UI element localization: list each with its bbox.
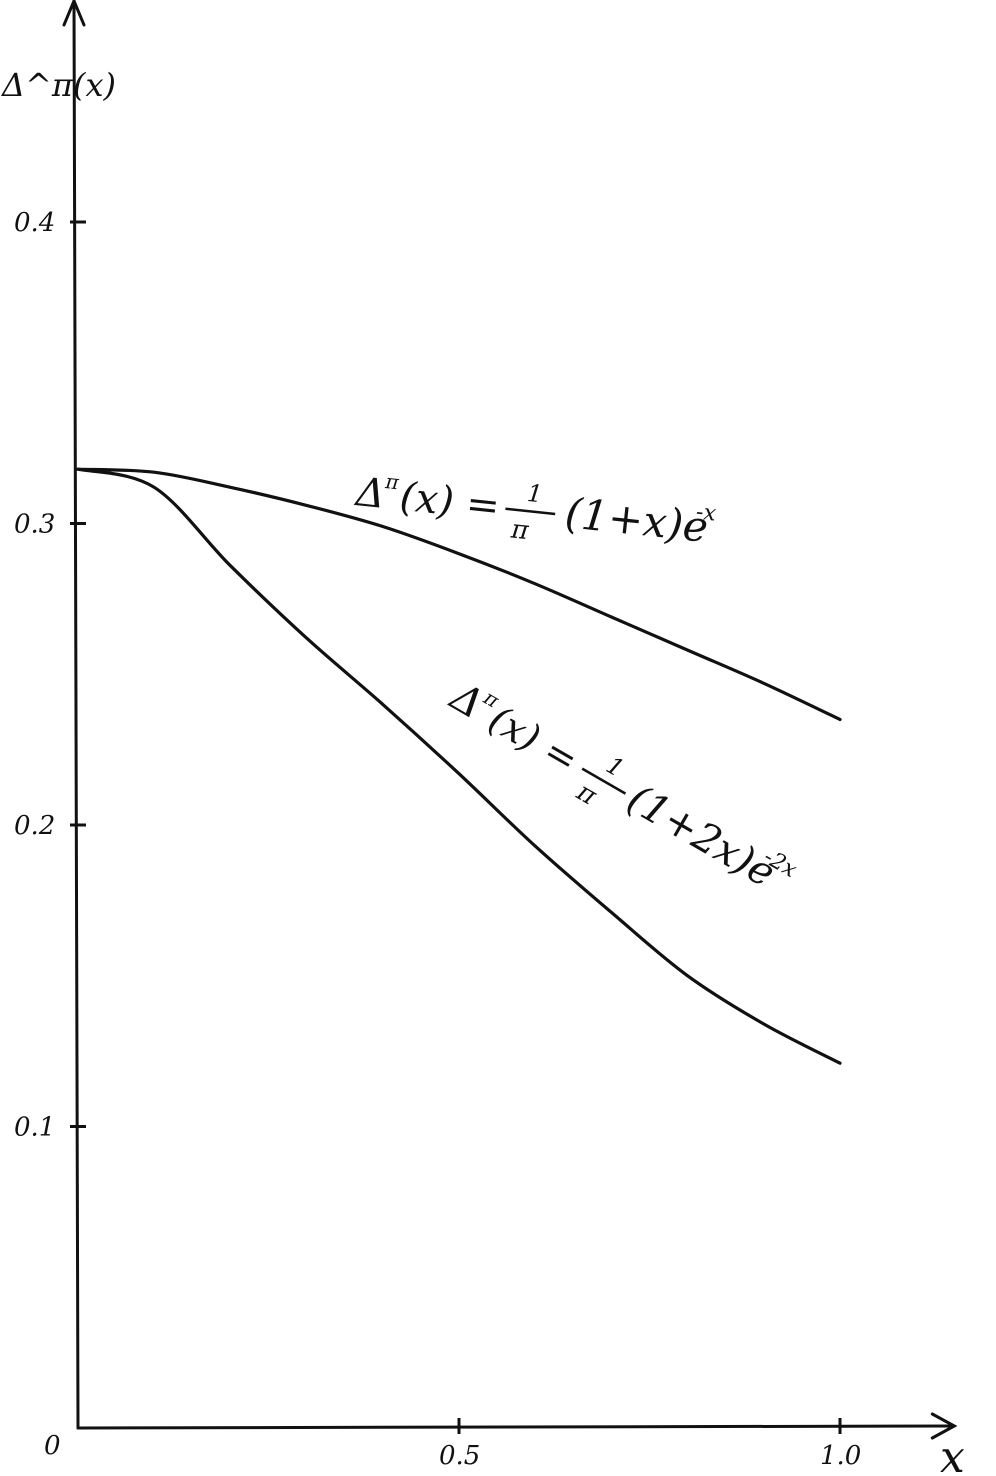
curve1-exp: -x [695,500,718,527]
x-axis-arrow [930,1412,958,1440]
x-axis [76,1424,956,1430]
curve1-frac-bar [505,507,556,516]
curve2-frac-den: π [571,776,602,811]
y-tick-label-2: 0.2 [14,811,55,841]
x-tick-label-1: 0.5 [439,1441,480,1471]
y-axis-label: Δ^π(x) [0,66,116,104]
y-tick-label-4: 0.4 [14,208,55,238]
y-axis [72,0,80,1430]
y-tick-label-1: 0.1 [14,1113,55,1143]
curve1-frac-den: π [509,514,531,546]
y-tick-label-3: 0.3 [14,510,55,540]
curve2-rest: (1+2x)e [620,776,783,897]
curve1-frac-num: 1 [526,479,544,508]
x-axis-label: x [940,1432,965,1476]
curve1-rest: (1+x)e [563,488,711,552]
series-line-2 [76,467,842,1065]
series-line-1 [76,467,842,722]
curve1-delta: Δ [352,469,388,518]
curve2-arg: (x) = [482,697,586,783]
curve2-frac-bar [581,767,627,795]
tick-group: 0.1 0.2 0.3 0.4 0.5 1.0 [14,208,861,1471]
x-tick-label-2: 1.0 [820,1441,861,1471]
curve1-annotation: Δ π (x) = 1 π (1+x)e -x [352,469,718,552]
origin-label: 0 [44,1431,61,1461]
y-axis-arrow [62,0,86,27]
curve1-sup: π [383,469,400,494]
curve2-frac-num: 1 [601,751,628,783]
curve2-annotation: Δ π (x) = 1 π (1+2x)e -2x [441,673,801,897]
curve1-arg: (x) = [398,474,502,530]
